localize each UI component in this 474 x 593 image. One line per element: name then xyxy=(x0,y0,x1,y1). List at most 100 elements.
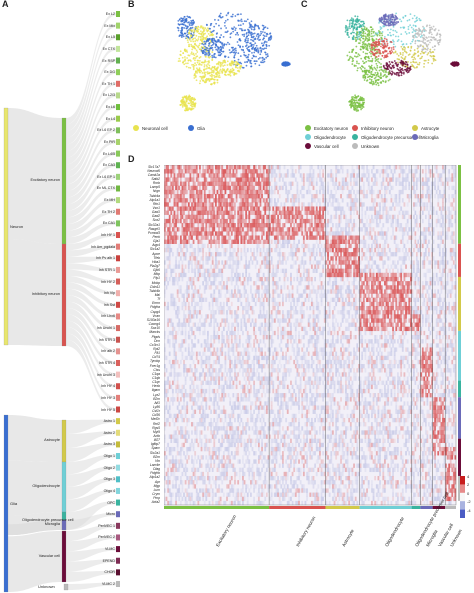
heatmap-cell xyxy=(197,206,200,211)
heatmap-cell xyxy=(224,355,227,361)
umap-point xyxy=(201,39,204,41)
umap-point xyxy=(205,71,207,74)
heatmap-cell xyxy=(261,322,263,327)
heatmap-cell xyxy=(183,293,185,298)
heatmap-cell xyxy=(253,189,255,195)
heatmap-cell xyxy=(251,218,254,224)
umap-point xyxy=(207,44,210,47)
heatmap-cell xyxy=(256,272,259,278)
umap-point xyxy=(346,19,349,22)
umap-point xyxy=(378,34,381,37)
umap-point xyxy=(389,18,392,21)
gene-label: Igfbp7 xyxy=(150,442,160,447)
umap-point xyxy=(385,38,388,41)
umap-point xyxy=(224,19,227,22)
umap-point xyxy=(237,24,240,27)
umap-point xyxy=(211,51,214,53)
heatmap-cell xyxy=(250,194,252,199)
umap-point xyxy=(381,54,384,57)
heatmap-cell xyxy=(262,214,265,220)
heatmap-cell xyxy=(257,289,260,294)
sankey-flow xyxy=(66,221,116,244)
heatmap-cell xyxy=(200,305,203,311)
heatmap-cell xyxy=(218,173,220,178)
heatmap-cell xyxy=(234,165,236,170)
umap-point xyxy=(405,61,408,64)
umap-point xyxy=(261,47,263,50)
heatmap-cell xyxy=(168,231,171,236)
umap-point xyxy=(422,41,425,44)
heatmap-cell xyxy=(240,202,243,207)
umap-point xyxy=(206,72,209,75)
heatmap-cell xyxy=(164,330,166,336)
heatmap-cell xyxy=(184,330,187,336)
umap-point xyxy=(195,44,198,47)
heatmap-cell xyxy=(264,185,267,191)
heatmap-cell xyxy=(202,351,205,356)
sankey-level3-label: Astro 1 xyxy=(103,419,115,424)
heatmap-cell xyxy=(218,185,220,191)
heatmap-cell xyxy=(192,177,195,182)
heatmap-cell xyxy=(240,281,243,286)
heatmap-cell xyxy=(208,223,211,228)
umap-point xyxy=(225,14,228,17)
heatmap-cell xyxy=(194,214,197,220)
heatmap-cell xyxy=(170,330,173,336)
sankey-flow xyxy=(66,282,116,307)
heatmap-cell xyxy=(218,355,220,361)
heatmap-cell xyxy=(178,218,181,224)
heatmap-cell xyxy=(253,339,255,344)
umap-point xyxy=(402,48,404,51)
umap-point xyxy=(355,108,358,111)
umap-point xyxy=(361,29,364,32)
gene-label: Dlag xyxy=(153,467,160,472)
heatmap-cell xyxy=(216,264,219,269)
gene-label: C1qb xyxy=(152,375,160,380)
umap-point xyxy=(395,31,398,34)
umap-point xyxy=(361,70,364,72)
gene-label: Hexb xyxy=(152,384,160,389)
umap-point xyxy=(347,34,349,36)
heatmap-cell xyxy=(219,165,222,170)
heatmap-cell xyxy=(181,355,184,361)
heatmap-cell xyxy=(203,359,206,365)
umap-point xyxy=(188,29,191,32)
heatmap-cell xyxy=(187,347,190,352)
heatmap-cell xyxy=(194,247,197,253)
heatmap-cell xyxy=(227,347,230,352)
umap-point xyxy=(427,43,430,46)
heatmap-cell xyxy=(197,252,200,257)
heatmap-cell xyxy=(194,256,197,261)
heatmap-cell xyxy=(186,318,189,323)
heatmap-cell xyxy=(194,194,197,199)
heatmap-cell xyxy=(203,173,206,178)
heatmap-cell xyxy=(175,239,177,244)
heatmap-cell xyxy=(200,355,203,361)
heatmap-cell xyxy=(195,276,198,282)
heatmap-cell xyxy=(261,355,263,361)
sankey-level3-label: Inh alb 2 xyxy=(101,349,115,354)
heatmap-cell xyxy=(245,185,248,191)
panel-label-d: D xyxy=(128,154,135,164)
heatmap-cell xyxy=(230,268,233,274)
umap-point xyxy=(208,79,211,82)
umap-point xyxy=(400,74,403,77)
heatmap-cell xyxy=(191,206,193,211)
heatmap-cell xyxy=(229,247,232,253)
legend-unknown: Unknown xyxy=(352,143,379,149)
heatmap-cell xyxy=(173,223,176,228)
umap-point xyxy=(363,56,366,59)
heatmap-cell xyxy=(214,218,217,224)
heatmap-cell xyxy=(265,177,268,182)
heatmap-cell xyxy=(181,260,184,265)
umap-point xyxy=(259,57,261,59)
heatmap-cell xyxy=(219,231,222,236)
heatmap-cell xyxy=(194,198,197,203)
heatmap-cell xyxy=(251,310,254,315)
heatmap-cell xyxy=(197,181,200,186)
heatmap-cell xyxy=(232,173,235,178)
sankey-flow xyxy=(66,35,116,138)
heatmap-cell xyxy=(192,202,195,207)
umap-point xyxy=(181,106,184,108)
heatmap-cell xyxy=(173,198,176,203)
